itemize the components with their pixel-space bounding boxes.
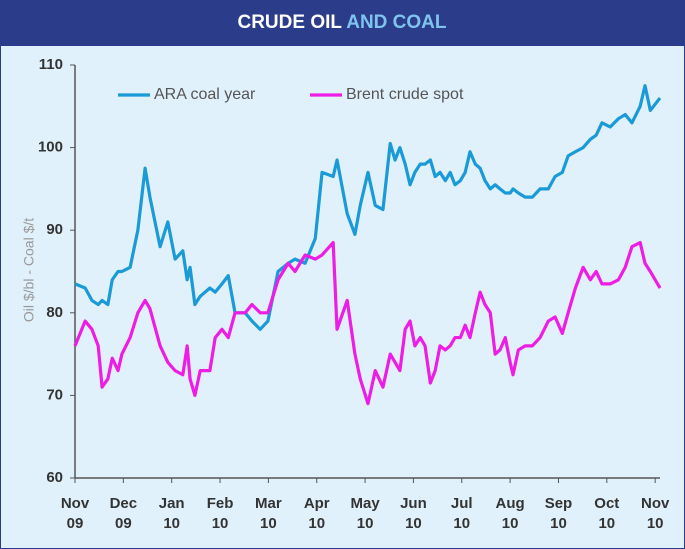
x-tick-label-line: 09: [67, 515, 84, 532]
x-tick-label: Oct 10: [594, 495, 619, 532]
x-tick-label-line: 10: [405, 515, 422, 532]
y-tick-label: 70: [46, 386, 63, 403]
x-tick-label-line: Nov: [641, 495, 670, 512]
x-tick-label: Sep 10: [545, 495, 573, 532]
x-tick-label: Jan 10: [159, 495, 185, 532]
legend-label: ARA coal year: [154, 86, 256, 103]
y-tick-label: 80: [46, 304, 63, 321]
x-tick-label-line: 10: [357, 515, 374, 532]
x-tick-label-line: Aug: [496, 495, 525, 512]
title-highlight: AND COAL: [346, 12, 447, 33]
x-tick-label-line: Apr: [304, 495, 330, 512]
x-tick-label-line: Jul: [451, 495, 473, 512]
x-tick-label-line: Dec: [110, 495, 138, 512]
y-tick-label: 60: [46, 469, 63, 486]
x-tick-label: Jun 10: [400, 495, 427, 532]
x-tick-label-line: 10: [502, 515, 519, 532]
x-tick-label: Feb 10: [207, 495, 234, 532]
y-tick-label: 110: [39, 56, 63, 73]
line: [73, 240, 662, 406]
x-tick-label-line: 10: [453, 515, 470, 532]
x-tick-label-line: Jun: [400, 495, 427, 512]
x-tick-label-line: 10: [260, 515, 277, 532]
x-tick-label-line: 09: [115, 515, 132, 532]
legend-label: Brent crude spot: [346, 86, 464, 103]
line: [74, 84, 662, 331]
x-tick-label-line: 10: [163, 515, 180, 532]
x-tick-label-line: Feb: [207, 495, 234, 512]
x-tick-label-line: 10: [550, 515, 567, 532]
header: [0, 0, 685, 46]
x-tick-label-line: May: [350, 495, 380, 512]
x-tick-label-line: Mar: [255, 495, 282, 512]
y-axis-label: Oil $/bl - Coal $/t: [21, 218, 37, 322]
x-tick-label-line: 10: [212, 515, 229, 532]
x-tick-label-line: Oct: [594, 495, 619, 512]
x-tick-label: Jul 10: [451, 495, 473, 532]
x-tick-label: Mar 10: [255, 495, 282, 532]
x-tick-label: Dec 09: [110, 495, 138, 532]
x-tick-label: Apr 10: [304, 495, 330, 532]
x-tick-label-line: Jan: [159, 495, 185, 512]
y-tick-label: 90: [46, 221, 63, 238]
x-tick-label-line: 10: [598, 515, 615, 532]
x-tick-label: May 10: [350, 495, 380, 532]
x-tick-label: Nov 09: [61, 495, 90, 532]
title-main: CRUDE OIL: [237, 12, 342, 33]
y-tick-label: 100: [38, 139, 63, 156]
x-tick-label-line: 10: [308, 515, 325, 532]
x-tick-label-line: Nov: [61, 495, 90, 512]
x-tick-label: Aug 10: [496, 495, 525, 532]
chart-title: CRUDE OIL AND COAL: [237, 12, 446, 33]
x-tick-label-line: 10: [647, 515, 664, 532]
x-tick-label-line: Sep: [545, 495, 573, 512]
x-tick-label: Nov 10: [641, 495, 670, 532]
